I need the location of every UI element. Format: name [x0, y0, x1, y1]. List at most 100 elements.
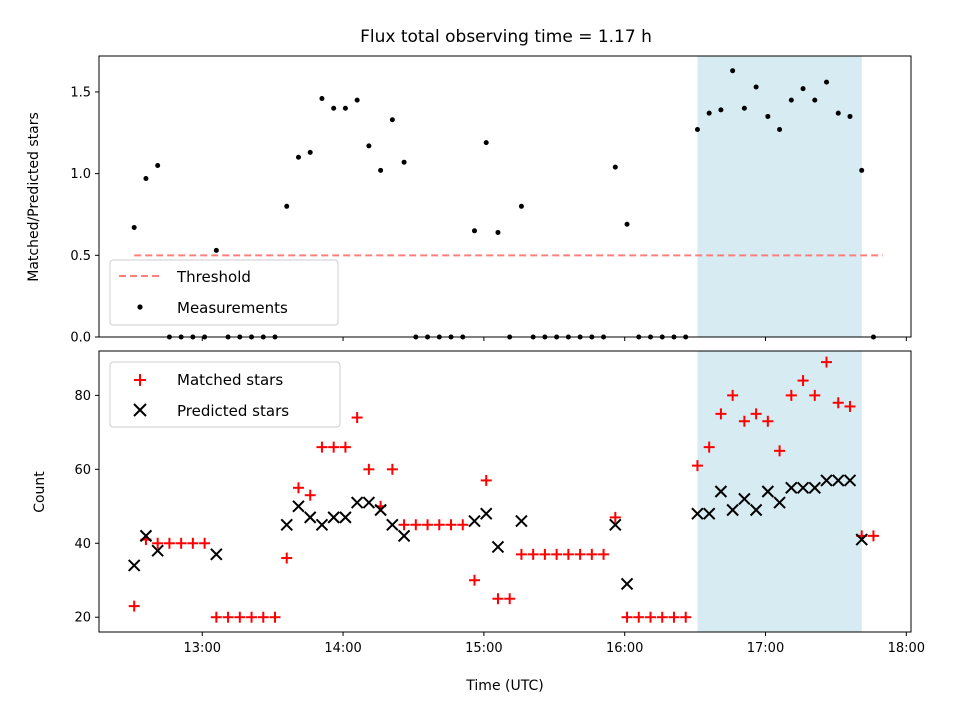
predicted-point: [749, 503, 763, 517]
matched-point: [515, 548, 527, 560]
matched-point: [574, 548, 586, 560]
ratio-legend: Threshold Measurements: [109, 259, 339, 326]
measurement-point: [483, 140, 489, 146]
measurement-point: [366, 143, 372, 149]
predicted-point: [702, 507, 716, 520]
matched-point: [210, 611, 222, 623]
measurement-point: [155, 162, 161, 168]
measurement-point: [847, 113, 853, 119]
measurement-point: [354, 97, 360, 103]
measurement-point: [800, 86, 806, 92]
predicted-point: [832, 474, 845, 487]
matched-point: [128, 600, 140, 612]
x-tick-label: 15:00: [465, 641, 502, 656]
matched-point: [363, 463, 375, 475]
matched-point: [257, 611, 269, 623]
highlight-span: [697, 56, 862, 337]
count-panel-frame: [98, 350, 912, 633]
predicted-point: [691, 507, 704, 520]
predicted-point: [761, 485, 775, 498]
matched-point: [222, 611, 234, 623]
matched-point: [328, 441, 340, 453]
matched-point: [656, 611, 668, 623]
measurement-point: [471, 228, 477, 234]
predicted-point: [468, 514, 481, 528]
predicted-point: [796, 481, 810, 495]
measurement-point: [859, 167, 865, 173]
ratio-panel-frame: [98, 55, 912, 338]
predicted-point: [726, 503, 739, 517]
matched-point: [691, 460, 703, 472]
predicted-point: [620, 577, 634, 591]
measurement-point: [777, 127, 783, 133]
measurement-point: [788, 97, 794, 103]
predicted-point: [491, 540, 505, 554]
matched-point: [351, 412, 363, 424]
matched-point: [867, 530, 879, 542]
predicted-point: [327, 511, 340, 524]
matched-point: [234, 611, 246, 623]
predicted-point: [362, 496, 376, 509]
matched-point: [844, 400, 856, 412]
measurement-point: [741, 105, 747, 111]
legend-predicted-swatch: [133, 403, 147, 417]
matched-point: [750, 408, 762, 420]
predicted-point: [374, 503, 387, 517]
measurement-point: [624, 221, 630, 227]
matched-point: [562, 548, 574, 560]
matched-point: [539, 548, 551, 560]
predicted-point: [738, 492, 751, 506]
measurement-point: [730, 68, 736, 74]
matched-point: [316, 441, 328, 453]
predicted-point: [280, 518, 293, 531]
y-tick-label: 1.0: [70, 167, 91, 182]
predicted-point: [139, 529, 153, 543]
measurement-point: [213, 247, 219, 253]
matched-point: [246, 611, 258, 623]
measurement-point: [342, 105, 348, 111]
predicted-point: [292, 500, 305, 513]
matched-point: [187, 537, 199, 549]
x-tick-label: 13:00: [184, 641, 221, 656]
matched-point: [727, 389, 739, 401]
matched-point: [445, 519, 457, 531]
measurement-point: [401, 159, 407, 165]
predicted-point: [843, 474, 857, 487]
matched-point: [621, 611, 633, 623]
legend-measurements-swatch: [137, 304, 143, 310]
measurement-point: [307, 149, 313, 155]
measurement-point: [612, 164, 618, 170]
x-tick-label: 18:00: [888, 641, 925, 656]
predicted-point: [339, 511, 352, 524]
matched-point: [304, 489, 316, 501]
legend-measurements-label: Measurements: [177, 299, 288, 317]
matched-point: [410, 519, 422, 531]
predicted-point: [315, 518, 329, 531]
measurement-point: [131, 225, 137, 231]
measurement-point: [331, 105, 337, 111]
measurement-point: [378, 167, 384, 173]
highlight-span: [697, 351, 862, 632]
matched-point: [199, 537, 211, 549]
measurement-point: [694, 127, 700, 133]
measurement-point: [389, 117, 395, 123]
matched-point: [645, 611, 657, 623]
matched-point: [785, 389, 797, 401]
matched-point: [832, 397, 844, 409]
predicted-point: [515, 514, 528, 528]
measurement-point: [718, 107, 724, 113]
matched-point: [163, 537, 175, 549]
matched-point: [586, 548, 598, 560]
predicted-point: [820, 474, 833, 487]
predicted-point: [397, 529, 411, 543]
predicted-point: [855, 533, 868, 546]
matched-point: [468, 574, 480, 586]
measurement-point: [518, 203, 524, 209]
matched-point: [668, 611, 680, 623]
matched-point: [269, 611, 281, 623]
matched-point: [715, 408, 727, 420]
predicted-point: [785, 481, 798, 495]
measurement-point: [295, 154, 301, 160]
x-tick-label: 16:00: [606, 641, 643, 656]
legend-predicted-label: Predicted stars: [177, 402, 289, 420]
